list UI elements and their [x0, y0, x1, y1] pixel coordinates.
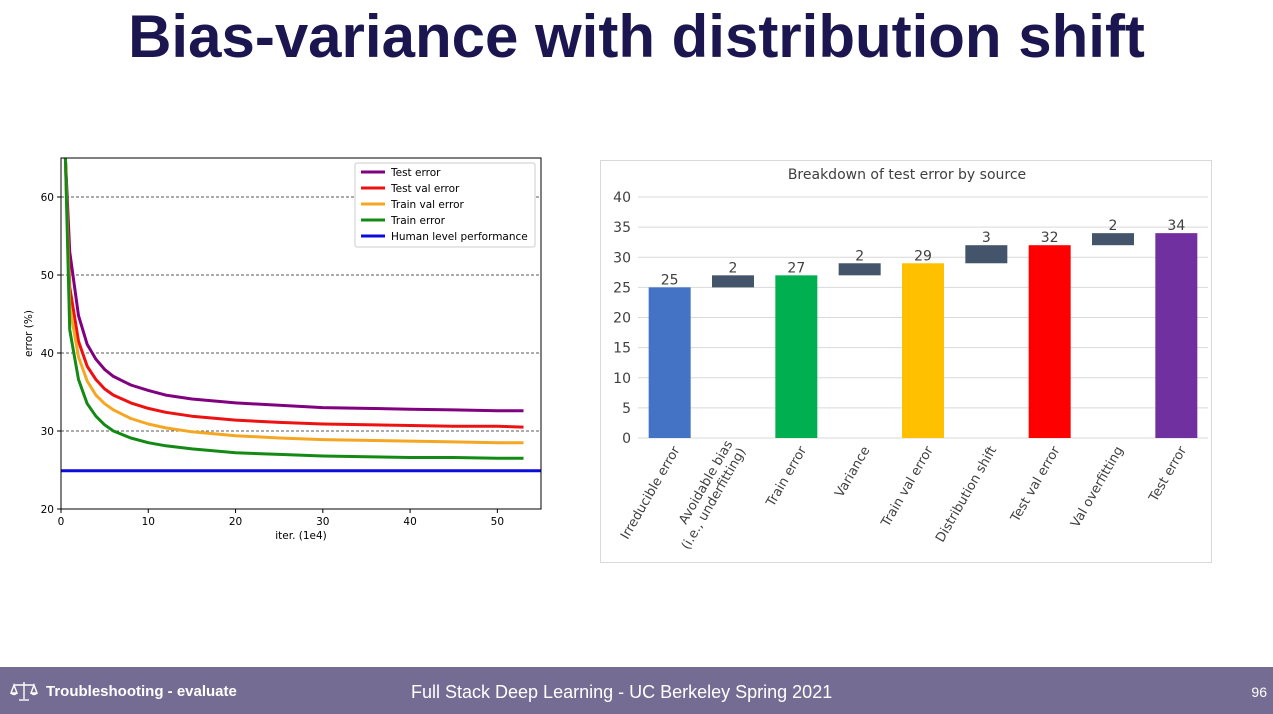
category-label: Val overfitting	[1068, 444, 1127, 530]
legend-entry: Test val error	[390, 183, 460, 195]
y-tick-label: 0	[622, 431, 631, 447]
data-label: 25	[661, 272, 679, 288]
bar	[712, 275, 754, 288]
legend: Test error Test val error Train val error T…	[354, 162, 536, 248]
y-tick-label: 25	[613, 280, 631, 296]
page-number: 96	[1251, 684, 1267, 700]
x-tick-label: 20	[229, 516, 242, 528]
series-line	[63, 158, 524, 413]
y-tick-label: 30	[41, 426, 54, 438]
bar	[775, 275, 818, 438]
category-label-line: Train error	[763, 443, 810, 510]
legend-entry: Train val error	[390, 199, 465, 211]
category-label: Test error	[1146, 443, 1190, 505]
category-label-line: Variance	[832, 444, 873, 500]
y-tick-label: 60	[41, 192, 54, 204]
data-label: 34	[1167, 218, 1185, 234]
x-tick-label: 40	[403, 516, 416, 528]
y-tick-label: 30	[613, 250, 631, 266]
y-tick-label: 35	[613, 220, 631, 236]
y-tick-label: 50	[41, 270, 54, 282]
bar	[1028, 245, 1071, 438]
legend-entry: Train error	[390, 215, 446, 227]
bar	[838, 263, 881, 276]
footer-section-label: Troubleshooting - evaluate	[46, 682, 237, 700]
legend-entry: Human level performance	[391, 231, 528, 243]
footer-section: Troubleshooting - evaluate	[10, 679, 237, 703]
y-tick-label: 10	[613, 371, 631, 387]
data-label: 2	[729, 260, 738, 276]
training-curves-chart: 20 30 40 50 60 0 10 20 30 40 50 iter. (1e4) error (%…	[23, 157, 542, 542]
category-label: Train error	[763, 443, 810, 510]
bar	[1092, 233, 1134, 246]
error-breakdown-chart-frame: Breakdown of test error by source 0 5 10 15 2…	[600, 160, 1212, 563]
category-label-line: Train val error	[878, 443, 937, 530]
plot-frame	[60, 157, 542, 510]
bar	[648, 287, 691, 438]
series-line	[63, 158, 524, 429]
category-label: Distribution shift	[933, 444, 1000, 545]
data-label: 27	[787, 260, 805, 276]
data-label: 3	[982, 230, 991, 246]
category-label-line: Val overfitting	[1068, 444, 1127, 530]
data-label: 32	[1041, 230, 1059, 246]
x-tick-label: 10	[142, 516, 155, 528]
category-label: Train val error	[878, 443, 937, 530]
category-label: Test val error	[1008, 443, 1064, 525]
error-breakdown-chart: Breakdown of test error by source 0 5 10 15 2…	[613, 167, 1208, 552]
footer-course-label: Full Stack Deep Learning - UC Berkeley S…	[411, 682, 833, 702]
data-label: 2	[855, 248, 864, 264]
series-line	[63, 158, 524, 445]
legend-box	[354, 162, 536, 248]
bar	[965, 245, 1008, 264]
legend-entry: Test error	[390, 167, 441, 179]
y-tick-label: 5	[622, 401, 631, 417]
y-axis-label: error (%)	[23, 310, 35, 357]
category-label: Variance	[832, 444, 873, 500]
scales-icon	[10, 682, 38, 701]
bar	[902, 263, 944, 438]
chart-title: Breakdown of test error by source	[788, 167, 1026, 183]
category-label-line: Test error	[1146, 443, 1190, 505]
x-axis-label: iter. (1e4)	[275, 530, 327, 542]
slide-title: Bias-variance with distribution shift	[128, 3, 1145, 70]
y-tick-label: 20	[613, 311, 631, 327]
y-tick-label: 20	[41, 504, 54, 516]
bar	[1155, 233, 1198, 438]
category-label: Irreducible error	[618, 443, 684, 542]
category-label-line: Irreducible error	[618, 443, 684, 542]
x-tick-label: 0	[58, 516, 65, 528]
data-label: 2	[1109, 218, 1118, 234]
x-tick-label: 50	[491, 516, 504, 528]
y-tick-label: 40	[613, 190, 631, 206]
series-line	[63, 158, 524, 460]
data-label: 29	[914, 248, 932, 264]
category-label-line: Test val error	[1008, 443, 1064, 525]
footer-bar: Troubleshooting - evaluate Full Stack De…	[0, 667, 1273, 714]
y-tick-label: 40	[41, 348, 54, 360]
category-label-line: Distribution shift	[933, 444, 1000, 545]
y-tick-label: 15	[613, 341, 631, 357]
x-tick-label: 30	[316, 516, 329, 528]
